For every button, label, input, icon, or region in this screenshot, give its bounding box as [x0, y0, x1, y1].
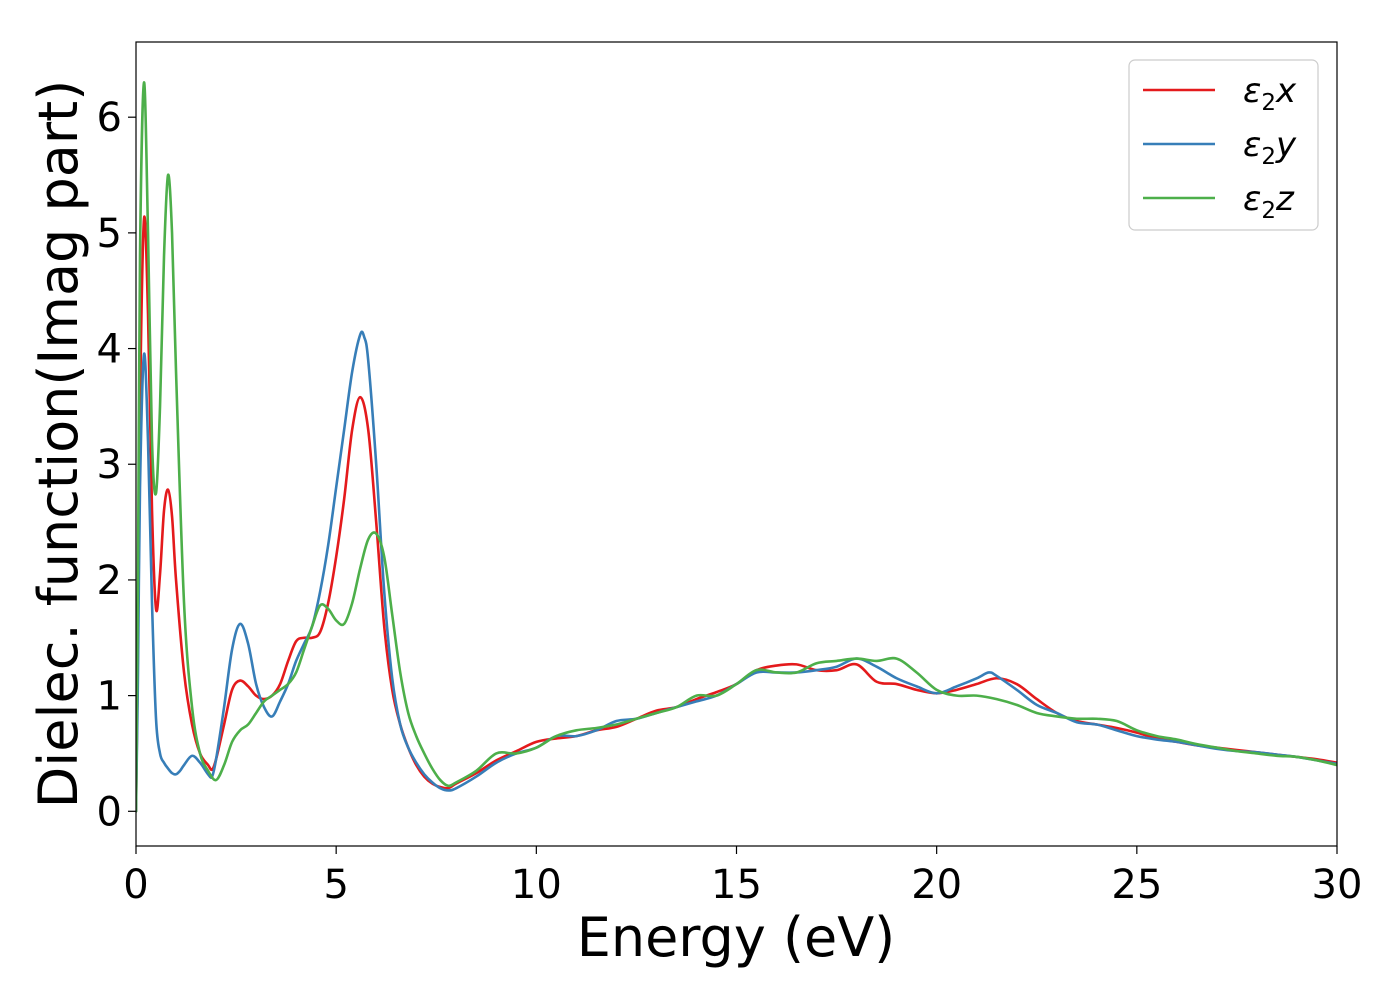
x-tick-label: 15: [711, 862, 762, 908]
series-line-z: [136, 81, 1337, 813]
y-tick-label: 1: [97, 674, 122, 720]
series-lines: [136, 81, 1337, 813]
legend-label-y: ε2y: [1243, 125, 1297, 170]
x-axis-title: Energy (eV): [577, 906, 896, 969]
x-tick-label: 30: [1312, 862, 1363, 908]
y-axis-ticks: 0 1 2 3 4 5 6: [97, 95, 136, 835]
y-axis-title: Dielec. function(Imag part): [27, 80, 90, 809]
x-tick-label: 25: [1111, 862, 1162, 908]
y-tick-label: 2: [97, 558, 122, 604]
y-tick-label: 3: [97, 442, 122, 488]
legend-label-x: ε2x: [1243, 71, 1297, 116]
y-tick-label: 4: [97, 327, 122, 373]
y-tick-label: 6: [97, 95, 122, 141]
x-tick-label: 20: [911, 862, 962, 908]
y-tick-label: 0: [97, 789, 122, 835]
series-line-x: [136, 215, 1337, 813]
legend-box: [1128, 59, 1319, 231]
x-axis-ticks: 0 5 10 15 20 25 30: [123, 846, 1362, 908]
x-tick-label: 0: [123, 862, 148, 908]
series-line-y: [136, 330, 1337, 813]
y-tick-label: 5: [97, 211, 122, 257]
legend: ε2x ε2y ε2z: [1128, 59, 1319, 231]
legend-label-z: ε2z: [1243, 179, 1295, 224]
x-tick-label: 5: [323, 862, 348, 908]
x-tick-label: 10: [511, 862, 562, 908]
